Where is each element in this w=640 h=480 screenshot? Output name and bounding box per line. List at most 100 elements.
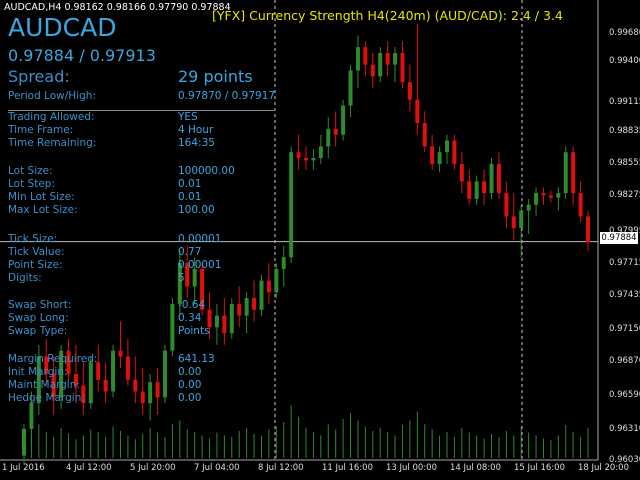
panel-row-value: 5 xyxy=(178,272,185,284)
time-tick-label: 18 Jul 20:00 xyxy=(578,463,629,473)
panel-row-label: Digits: xyxy=(8,272,42,284)
candle-body xyxy=(289,152,294,258)
candle-body xyxy=(482,181,487,194)
panel-row-value: 0.01 xyxy=(178,191,202,203)
price-tick-label: 0.98275 xyxy=(609,190,640,200)
candle-body xyxy=(326,128,331,147)
candle-body xyxy=(363,47,368,65)
panel-row-value: 641.13 xyxy=(178,353,215,365)
candle-body xyxy=(318,146,323,159)
candle-body xyxy=(73,373,78,386)
panel-row-label: Time Frame: xyxy=(8,124,74,136)
candle-body xyxy=(207,309,212,328)
time-tick-label: 4 Jul 12:00 xyxy=(66,463,112,473)
candle-body xyxy=(170,303,175,351)
price-tick-label: 0.98835 xyxy=(609,126,640,136)
time-tick-label: 8 Jul 12:00 xyxy=(258,463,304,473)
panel-row-label: Lot Step: xyxy=(8,178,55,190)
candle-body xyxy=(452,140,457,164)
panel-row-label: Point Size: xyxy=(8,259,63,271)
candle-body xyxy=(44,356,49,374)
candle-body xyxy=(229,303,234,334)
candle-body xyxy=(393,53,398,65)
candle-body xyxy=(311,158,316,161)
panel-row-value: 0.00 xyxy=(178,379,202,391)
candle-body xyxy=(140,391,145,404)
candle-body xyxy=(586,216,590,243)
candle-body xyxy=(296,152,301,159)
candle-body xyxy=(415,99,420,124)
price-tick-label: 0.99115 xyxy=(609,97,640,107)
candle-body xyxy=(259,280,264,310)
candle-body xyxy=(563,152,568,194)
candle-body xyxy=(304,158,308,161)
candle-body xyxy=(504,193,509,217)
candle-body xyxy=(163,350,167,398)
panel-row-value: 0.01 xyxy=(178,178,202,190)
candle-body xyxy=(185,263,190,287)
candle-body xyxy=(571,152,576,194)
candle-body xyxy=(348,70,353,106)
candle-body xyxy=(445,140,449,153)
bid-ask-prices: 0.97884 / 0.97913 xyxy=(8,46,156,65)
candle-body xyxy=(214,315,219,328)
panel-row-value: 0.00 xyxy=(178,392,202,404)
panel-row-label: Lot Size: xyxy=(8,165,53,177)
candle-body xyxy=(51,373,56,398)
candle-body xyxy=(22,428,26,456)
panel-row-value: 0.00001 xyxy=(178,259,222,271)
panel-row-label: Swap Type: xyxy=(8,325,68,337)
panel-row-value: YES xyxy=(178,111,198,123)
candle-body xyxy=(59,350,64,398)
candle-body xyxy=(459,163,464,182)
panel-row-value: Points xyxy=(178,325,210,337)
time-tick-label: 7 Jul 04:00 xyxy=(194,463,240,473)
candle-body xyxy=(266,280,271,293)
candle-body xyxy=(578,193,583,217)
candle-body xyxy=(252,298,257,310)
panel-row-label: Swap Long: xyxy=(8,312,69,324)
price-tick-label: 0.97435 xyxy=(609,290,640,300)
panel-row-value: 0.00001 xyxy=(178,233,222,245)
panel-row-value: 4 Hour xyxy=(178,124,214,136)
candle-body xyxy=(133,379,138,392)
time-tick-label: 15 Jul 16:00 xyxy=(514,463,565,473)
candle-body xyxy=(244,298,249,316)
candle-body xyxy=(400,53,405,83)
indicator-title: [YFX] Currency Strength H4(240m) (AUD/CA… xyxy=(212,8,563,23)
panel-row-value: 0.34 xyxy=(178,312,202,324)
candle-body xyxy=(177,263,182,304)
panel-divider xyxy=(8,110,274,111)
spread-label: Spread: xyxy=(8,67,70,86)
panel-row-value: 0.77 xyxy=(178,246,202,258)
candle-body xyxy=(103,379,108,392)
candle-body xyxy=(29,403,34,429)
candle-body xyxy=(274,268,279,293)
candle-body xyxy=(526,204,531,211)
candle-body xyxy=(118,350,123,357)
candle-body xyxy=(437,152,442,164)
candle-body xyxy=(125,356,130,380)
candle-body xyxy=(148,382,153,404)
panel-row-label: Margin Required: xyxy=(8,353,98,365)
candle-body xyxy=(200,268,205,310)
candle-body xyxy=(88,362,93,404)
panel-row-label: Hedge Margin: xyxy=(8,392,85,404)
symbol-title: AUDCAD xyxy=(8,13,117,42)
candle-body xyxy=(155,382,160,398)
current-price-label: 0.97884 xyxy=(600,232,638,244)
candle-body xyxy=(467,181,472,199)
panel-row-label: Max Lot Size: xyxy=(8,204,78,216)
candle-body xyxy=(237,303,242,316)
candle-body xyxy=(36,356,41,404)
panel-row-value: 100000.00 xyxy=(178,165,235,177)
candle-body xyxy=(496,163,501,194)
candle-body xyxy=(422,123,427,147)
